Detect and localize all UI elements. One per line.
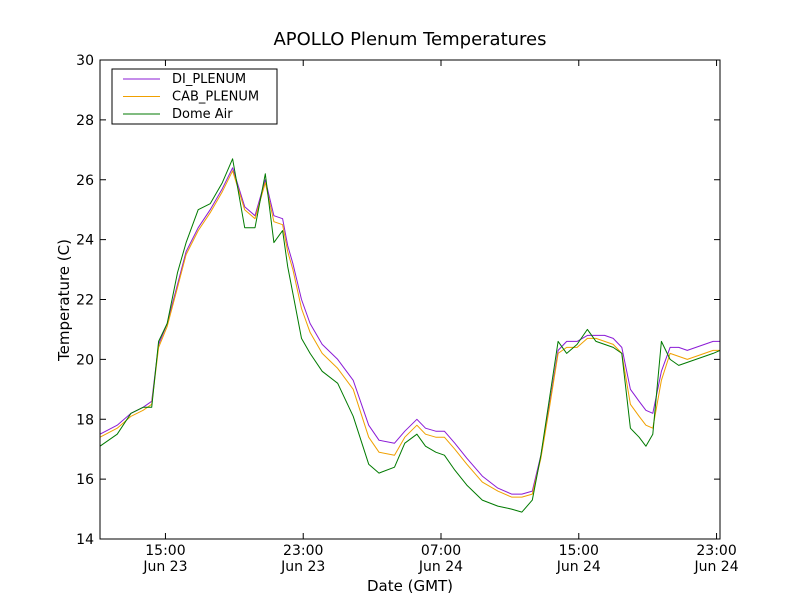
x-tick-label-time: 15:00 (559, 543, 599, 559)
x-tick-label-time: 23:00 (696, 543, 736, 559)
y-tick-label: 16 (76, 472, 94, 488)
x-tick-label-date: Jun 24 (418, 559, 463, 575)
y-tick-label: 28 (76, 113, 94, 129)
y-tick-label: 22 (76, 293, 94, 309)
y-tick-label: 26 (76, 173, 94, 189)
legend-label-dome-air: Dome Air (172, 107, 233, 122)
y-tick-label: 18 (76, 412, 94, 428)
x-tick-label-time: 23:00 (283, 543, 323, 559)
y-tick-label: 24 (76, 233, 94, 249)
y-axis: 14 16 18 20 22 24 26 28 30 (76, 53, 720, 548)
y-tick-label: 14 (76, 532, 94, 548)
y-tick-label: 30 (76, 53, 94, 69)
series-line-di-plenum (99, 167, 720, 495)
x-tick-label-time: 15:00 (145, 543, 185, 559)
x-axis-title: Date (GMT) (367, 577, 453, 595)
chart-title: APOLLO Plenum Temperatures (273, 29, 546, 50)
series-line-cab-plenum (99, 170, 720, 498)
x-tick-label-date: Jun 24 (556, 559, 601, 575)
legend-label-cab-plenum: CAB_PLENUM (172, 90, 259, 105)
series-group (99, 158, 721, 513)
legend: DI_PLENUM CAB_PLENUM Dome Air (111, 68, 278, 125)
y-axis-title: Temperature (C) (55, 239, 73, 362)
legend-label-di-plenum: DI_PLENUM (172, 72, 246, 87)
x-tick-label-date: Jun 23 (280, 559, 325, 575)
x-tick-label-date: Jun 24 (693, 559, 738, 575)
x-tick-label-date: Jun 23 (142, 559, 187, 575)
series-line-dome-air (99, 158, 721, 513)
legend-box (111, 68, 278, 125)
x-tick-label-time: 07:00 (421, 543, 461, 559)
y-tick-label: 20 (76, 352, 94, 368)
